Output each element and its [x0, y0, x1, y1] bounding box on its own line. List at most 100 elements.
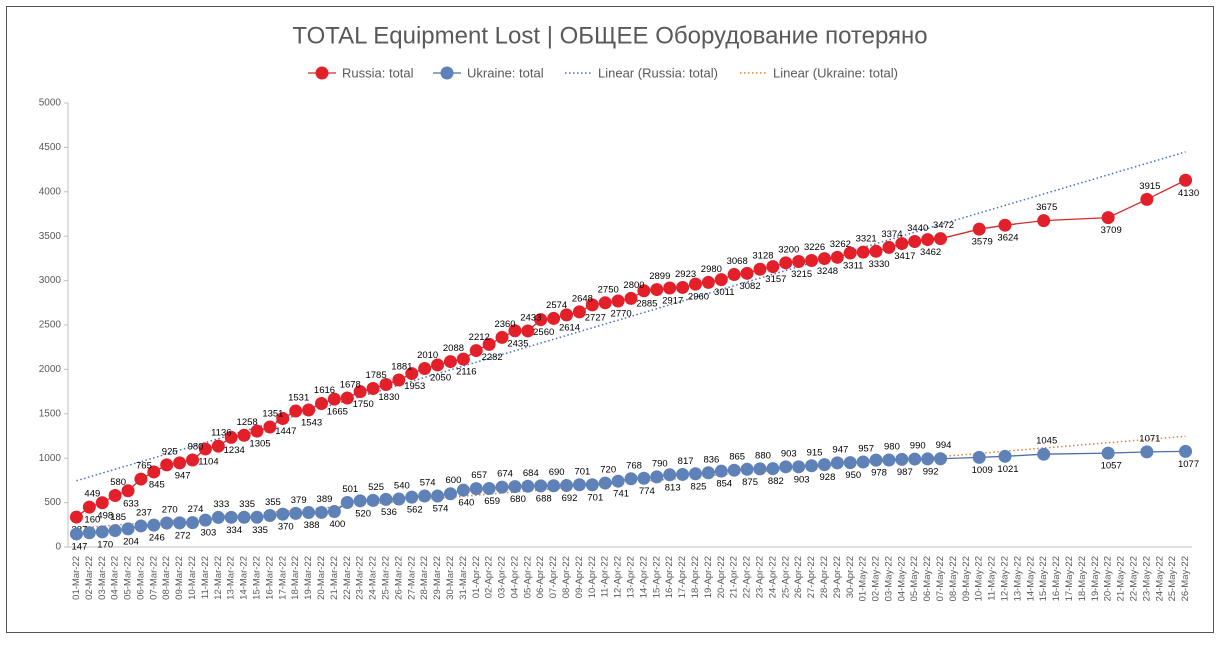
data-label: 2885 — [636, 298, 657, 309]
x-tick-label: 07-Apr-22 — [548, 556, 559, 598]
data-point — [792, 255, 806, 269]
data-point — [173, 456, 187, 470]
x-tick-label: 21-Apr-22 — [729, 556, 740, 598]
data-label: 270 — [162, 505, 178, 516]
data-label: 1021 — [997, 464, 1018, 475]
x-tick-label: 23-Mar-22 — [355, 556, 366, 600]
data-label: 3321 — [856, 234, 877, 245]
x-tick-label: 23-May-22 — [1141, 556, 1152, 601]
data-point — [701, 275, 715, 289]
x-tick-label: 04-Mar-22 — [110, 556, 121, 600]
data-point — [1037, 214, 1051, 228]
data-label: 4130 — [1178, 188, 1199, 199]
data-label: 303 — [200, 528, 216, 539]
x-tick-label: 15-Mar-22 — [252, 556, 263, 600]
data-point — [314, 396, 328, 410]
data-point — [998, 218, 1012, 232]
data-label: 1953 — [404, 381, 425, 392]
data-label: 1057 — [1101, 461, 1122, 472]
x-tick-label: 20-Apr-22 — [716, 556, 727, 598]
data-point — [598, 296, 612, 310]
x-tick-label: 09-Apr-22 — [574, 556, 585, 598]
x-tick-label: 01-Mar-22 — [71, 556, 82, 600]
data-label: 925 — [162, 446, 178, 457]
data-label: 692 — [562, 493, 578, 504]
data-point — [69, 510, 83, 524]
x-tick-label: 20-Mar-22 — [316, 556, 327, 600]
data-label: 2960 — [688, 292, 709, 303]
data-point — [805, 254, 819, 268]
data-label: 674 — [497, 469, 513, 480]
data-point — [572, 478, 586, 492]
data-label: 1351 — [262, 409, 283, 420]
data-label: 335 — [252, 525, 268, 536]
data-point — [624, 291, 638, 305]
x-tick-label: 14-Apr-22 — [638, 556, 649, 598]
data-point — [121, 522, 135, 536]
data-point — [637, 284, 651, 298]
data-point — [882, 453, 896, 467]
data-label: 1531 — [288, 393, 309, 404]
x-tick-label: 24-May-22 — [1154, 556, 1165, 601]
data-label: 992 — [923, 466, 939, 477]
x-tick-label: 05-Apr-22 — [522, 556, 533, 598]
y-tick-label: 1500 — [39, 408, 62, 419]
data-label: 170 — [97, 539, 113, 550]
legend-label: Linear (Ukraine: total) — [773, 65, 898, 80]
data-point — [237, 428, 251, 442]
data-point — [327, 504, 341, 518]
data-point — [869, 453, 883, 467]
data-label: 684 — [523, 468, 539, 479]
data-label: 237 — [136, 507, 152, 518]
x-tick-label: 19-May-22 — [1090, 556, 1101, 601]
data-point — [830, 250, 844, 264]
data-point — [753, 262, 767, 276]
data-point — [353, 494, 367, 508]
x-tick-label: 20-May-22 — [1103, 556, 1114, 601]
data-point — [134, 472, 148, 486]
data-label: 388 — [304, 520, 320, 531]
data-point — [443, 355, 457, 369]
data-label: 2116 — [456, 367, 476, 378]
data-point — [585, 298, 599, 312]
data-label: 501 — [342, 484, 358, 495]
x-tick-label: 21-Mar-22 — [329, 556, 340, 600]
data-point — [650, 470, 664, 484]
x-tick-label: 22-Mar-22 — [342, 556, 353, 600]
data-point — [830, 456, 844, 470]
data-label: 3200 — [778, 244, 799, 255]
data-point — [405, 367, 419, 381]
data-label: 2574 — [546, 300, 567, 311]
data-label: 3248 — [817, 266, 838, 277]
data-label: 580 — [110, 477, 126, 488]
data-point — [611, 294, 625, 308]
data-label: 903 — [794, 474, 810, 485]
data-point — [95, 525, 109, 539]
y-tick-label: 2500 — [39, 320, 62, 331]
data-label: 1665 — [327, 407, 348, 418]
data-label: 790 — [652, 458, 668, 469]
data-point — [727, 463, 741, 477]
x-tick-label: 18-Apr-22 — [690, 556, 701, 598]
data-label: 3082 — [739, 281, 760, 292]
y-tick-label: 4000 — [39, 186, 62, 197]
data-label: 2050 — [430, 372, 451, 383]
legend-marker — [440, 66, 454, 80]
data-point — [547, 311, 561, 325]
data-label: 825 — [691, 481, 707, 492]
data-point — [250, 424, 264, 438]
trendline — [76, 151, 1186, 482]
x-tick-label: 11-Apr-22 — [600, 556, 611, 598]
data-point — [714, 464, 728, 478]
data-label: 640 — [458, 498, 474, 509]
data-label: 1071 — [1139, 433, 1160, 444]
data-label: 370 — [278, 522, 294, 533]
data-label: 334 — [226, 525, 242, 536]
data-point — [482, 337, 496, 351]
data-label: 3068 — [727, 256, 748, 267]
data-label: 1543 — [301, 417, 322, 428]
x-tick-label: 11-Mar-22 — [200, 556, 211, 599]
data-point — [353, 385, 367, 399]
x-tick-label: 12-Mar-22 — [213, 556, 224, 600]
